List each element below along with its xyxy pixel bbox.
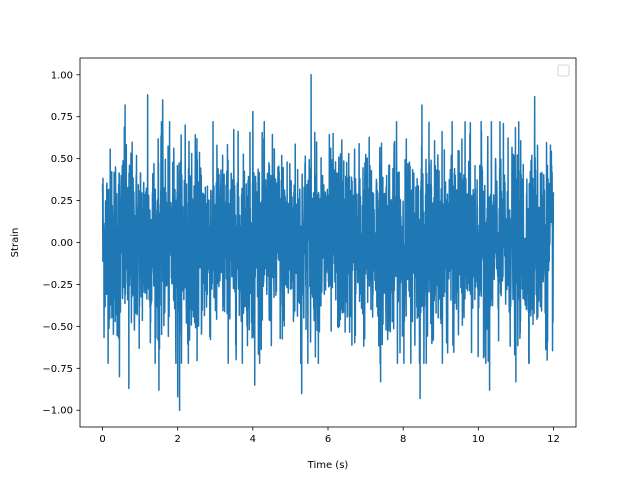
x-tick-label: 10 <box>472 434 485 445</box>
x-tick-label: 8 <box>400 434 406 445</box>
y-tick-label: 0.25 <box>51 196 73 207</box>
y-tick-label: −1.00 <box>42 406 73 417</box>
x-axis-label: Time (s) <box>307 460 349 471</box>
y-tick-label: 0.75 <box>51 112 73 123</box>
y-tick-label: 0.50 <box>51 154 73 165</box>
x-tick-label: 2 <box>175 434 181 445</box>
plot-area <box>79 57 577 428</box>
y-tick-label: 0.00 <box>51 238 73 249</box>
y-tick-label: 1.00 <box>51 70 73 81</box>
series-line <box>101 74 555 411</box>
y-axis-ticks: −1.00 −0.75 −0.50 −0.25 0.00 0.25 0.50 0.75 1.00 <box>42 70 80 417</box>
y-tick-label: −0.50 <box>42 322 73 333</box>
x-tick-label: 4 <box>250 434 256 445</box>
y-tick-label: −0.25 <box>42 280 73 291</box>
series-layer <box>101 74 555 411</box>
y-tick-label: −0.75 <box>42 364 73 375</box>
y-axis-label: Strain <box>10 228 21 258</box>
x-tick-label: 6 <box>325 434 331 445</box>
x-axis-ticks: 0 2 4 6 8 10 12 <box>99 427 560 445</box>
x-tick-label: 0 <box>99 434 105 445</box>
legend-box <box>557 64 570 77</box>
x-tick-label: 12 <box>547 434 560 445</box>
